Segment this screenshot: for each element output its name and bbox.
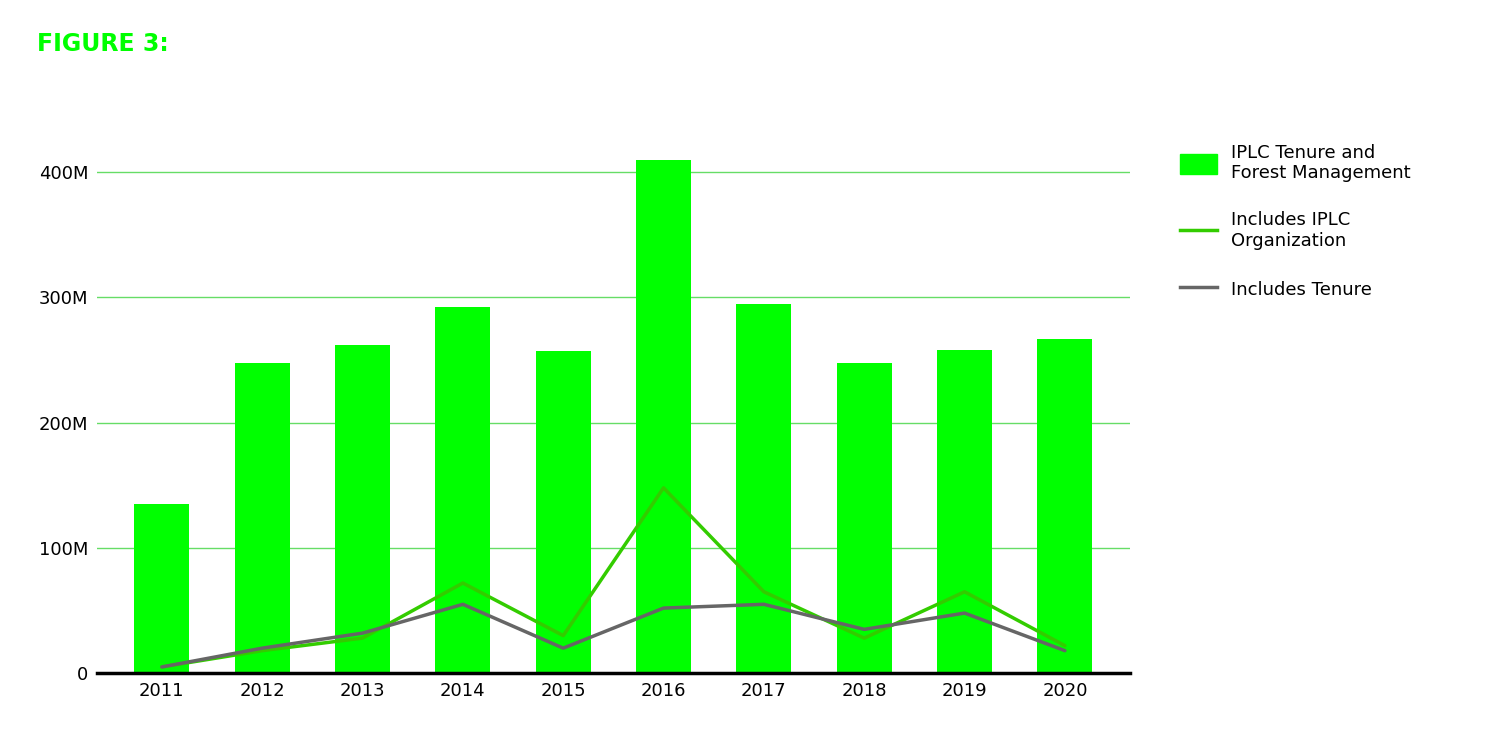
Bar [535, 352, 590, 673]
Text: FIGURE 3:: FIGURE 3: [37, 32, 177, 56]
Bar [235, 363, 290, 673]
Bar [736, 304, 791, 673]
Text: IN TROPICAL FORESTED COUNTRIES,: IN TROPICAL FORESTED COUNTRIES, [37, 122, 501, 142]
Bar [1038, 339, 1093, 673]
Text: US$, 2011-2020: US$, 2011-2020 [361, 122, 541, 142]
Legend: IPLC Tenure and
Forest Management, Includes IPLC
Organization, Includes Tenure: IPLC Tenure and Forest Management, Inclu… [1181, 144, 1411, 300]
Bar [335, 345, 390, 673]
Bar [837, 363, 892, 673]
Bar [134, 504, 189, 673]
Text: DONOR DISBURSEMENTS TO IPLC TENURE AND FOREST MANAGEMENT PROJECTS: DONOR DISBURSEMENTS TO IPLC TENURE AND F… [195, 32, 1268, 56]
Bar [436, 307, 491, 673]
Bar [636, 159, 691, 673]
Bar [937, 350, 992, 673]
